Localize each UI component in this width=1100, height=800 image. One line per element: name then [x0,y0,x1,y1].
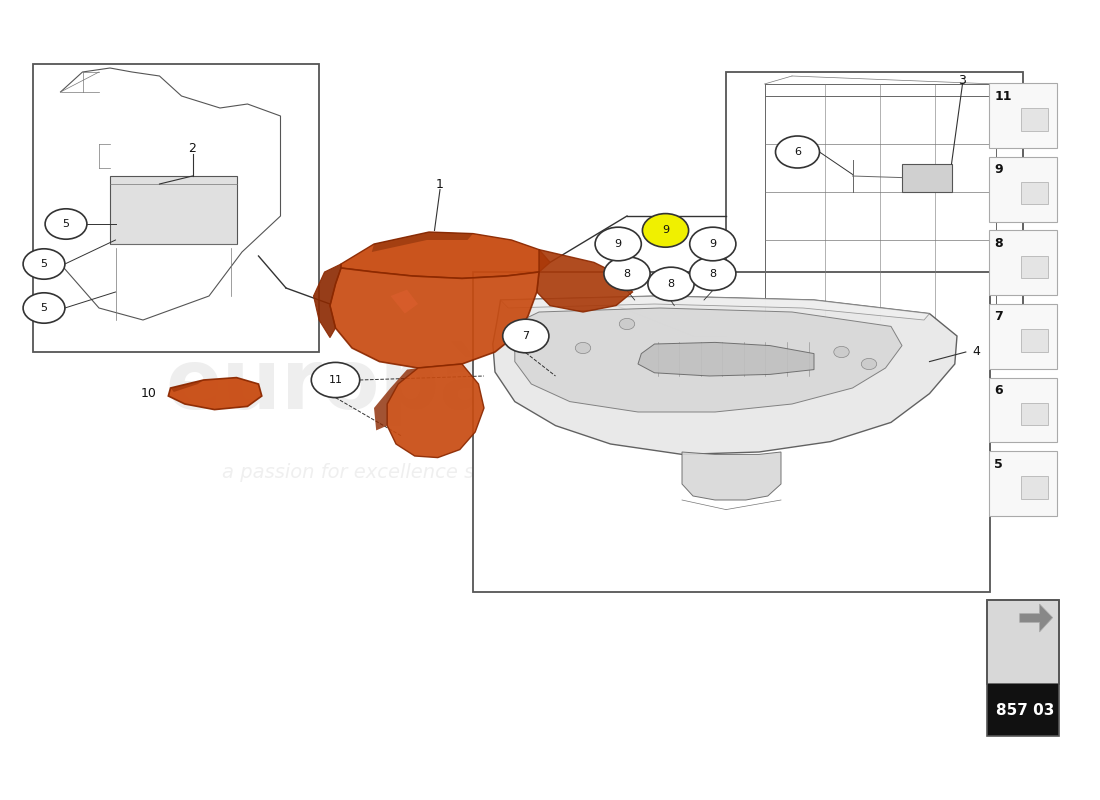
Polygon shape [374,368,418,430]
Bar [902,164,952,192]
Polygon shape [638,342,814,376]
Circle shape [642,214,689,247]
Text: 5: 5 [63,219,69,229]
Bar [987,600,1059,736]
Bar [989,378,1057,442]
Text: 10: 10 [141,387,156,400]
Circle shape [595,227,641,261]
Text: 5: 5 [41,259,47,269]
Text: 9: 9 [615,239,622,249]
Text: 5: 5 [994,458,1003,470]
Bar [987,600,1059,684]
Polygon shape [372,232,473,252]
Text: 11: 11 [329,375,342,385]
Bar [989,304,1057,369]
Polygon shape [493,296,957,454]
Circle shape [23,249,65,279]
Polygon shape [682,452,781,500]
Bar [1021,403,1048,426]
Circle shape [690,227,736,261]
Polygon shape [168,378,262,410]
Polygon shape [330,268,539,368]
Circle shape [503,319,549,353]
Text: 8: 8 [668,279,674,289]
Bar [1021,108,1048,130]
Bar [726,72,1023,336]
Text: a passion for excellence since 1985: a passion for excellence since 1985 [222,462,570,482]
Text: 6: 6 [994,384,1003,397]
Bar [110,176,236,244]
Polygon shape [1020,604,1053,632]
Text: 6: 6 [794,147,801,157]
Text: 1: 1 [436,178,444,190]
Bar [473,272,990,592]
Polygon shape [314,264,341,338]
Bar [989,157,1057,222]
Bar [989,451,1057,516]
Text: 4: 4 [972,346,981,358]
Text: europàrts: europàrts [165,342,627,426]
Bar [33,64,319,352]
Text: 11: 11 [994,90,1012,102]
Bar [1021,182,1048,204]
Text: 8: 8 [624,269,630,278]
Polygon shape [390,290,418,314]
Text: 7: 7 [522,331,529,341]
Circle shape [619,318,635,330]
Text: 7: 7 [994,310,1003,323]
Circle shape [45,209,87,239]
Bar [987,684,1059,736]
Circle shape [690,257,736,290]
Circle shape [861,358,877,370]
Circle shape [23,293,65,323]
Text: 857 03: 857 03 [996,703,1055,718]
Circle shape [311,362,360,398]
Circle shape [834,346,849,358]
Circle shape [648,267,694,301]
Polygon shape [387,364,484,458]
Text: 8: 8 [710,269,716,278]
Bar [1021,256,1048,278]
Text: 9: 9 [994,163,1003,176]
Text: 5: 5 [41,303,47,313]
Circle shape [604,257,650,290]
Text: 9: 9 [662,226,669,235]
Polygon shape [515,308,902,412]
Polygon shape [341,232,550,278]
Polygon shape [500,296,930,320]
Bar [1021,477,1048,499]
Text: 3: 3 [958,74,967,86]
Polygon shape [170,380,204,392]
Circle shape [776,136,820,168]
Bar [989,83,1057,148]
Text: 8: 8 [994,237,1003,250]
Text: 2: 2 [188,142,197,154]
Bar [989,230,1057,295]
Circle shape [575,342,591,354]
Bar [1021,330,1048,352]
Text: 9: 9 [710,239,716,249]
Polygon shape [537,250,632,312]
